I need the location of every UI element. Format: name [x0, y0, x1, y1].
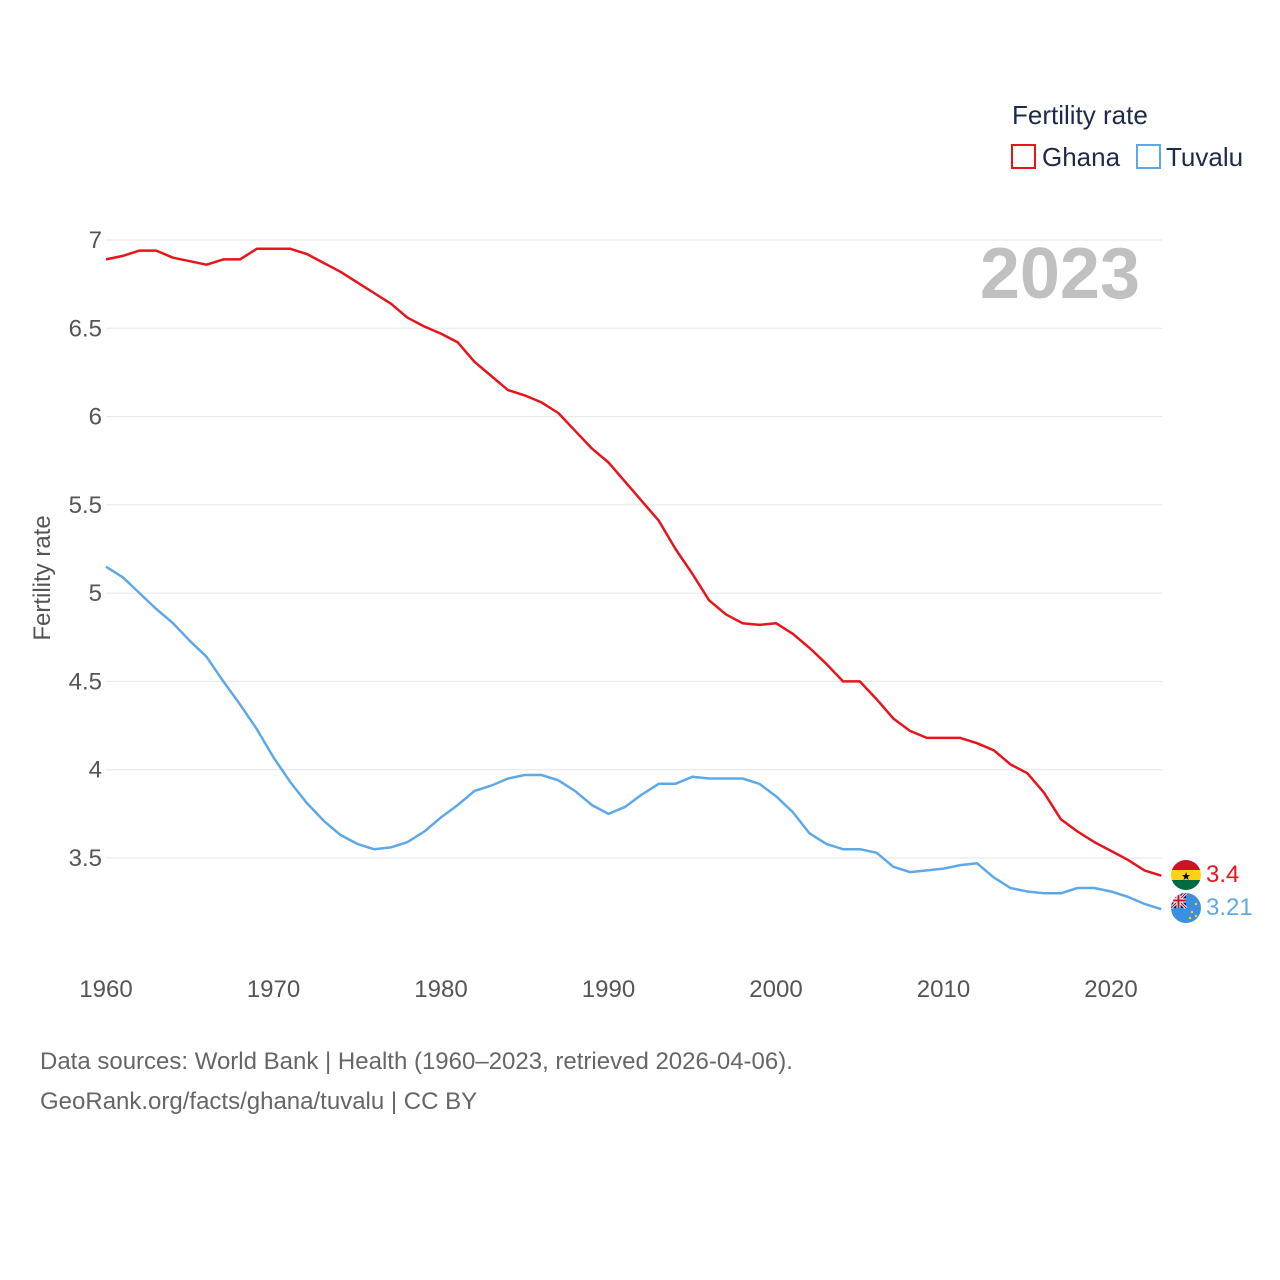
legend: Fertility rate Ghana Tuvalu	[1011, 100, 1243, 172]
ghana-flag-icon: ★	[1171, 860, 1201, 890]
legend-title: Fertility rate	[1012, 100, 1148, 130]
y-tick-label: 4	[89, 757, 102, 784]
x-tick-label: 2010	[917, 976, 970, 1003]
y-tick-label: 4.5	[69, 668, 102, 695]
series-lines	[105, 247, 1162, 911]
current-year-label: 2023	[980, 234, 1140, 314]
legend-label-ghana[interactable]: Ghana	[1042, 142, 1121, 172]
legend-swatch-tuvalu[interactable]	[1136, 144, 1161, 169]
grid-lines	[106, 239, 1162, 859]
legend-swatch-ghana[interactable]	[1011, 144, 1036, 169]
x-tick-label: 1960	[79, 976, 132, 1003]
tuvalu-flag-icon	[1171, 893, 1201, 923]
x-tick-label: 1980	[414, 976, 467, 1003]
series-line-tuvalu[interactable]	[105, 565, 1162, 911]
legend-label-tuvalu[interactable]: Tuvalu	[1166, 142, 1243, 172]
source-line: Data sources: World Bank | Health (1960–…	[40, 1048, 793, 1075]
y-tick-label: 7	[89, 227, 102, 254]
y-tick-label: 5.5	[69, 492, 102, 519]
y-tick-label: 6.5	[69, 315, 102, 342]
x-tick-label: 1970	[247, 976, 300, 1003]
svg-text:★: ★	[1181, 870, 1191, 883]
source-link[interactable]: GeoRank.org/facts/ghana/tuvalu | CC BY	[40, 1088, 478, 1115]
y-axis-ticks: 3.5 4 4.5 5 5.5 6 6.5 7	[69, 227, 102, 872]
x-tick-label: 2020	[1084, 976, 1137, 1003]
x-tick-label: 1990	[582, 976, 635, 1003]
y-tick-label: 6	[89, 404, 102, 431]
source-notes: Data sources: World Bank | Health (1960–…	[40, 1042, 793, 1122]
series-line-ghana[interactable]	[105, 247, 1162, 877]
y-tick-label: 5	[89, 580, 102, 607]
ghana-end-value-label: 3.4	[1206, 861, 1239, 888]
tuvalu-end-value-label: 3.21	[1206, 894, 1253, 921]
y-axis-title: Fertility rate	[29, 515, 56, 640]
y-tick-label: 3.5	[69, 845, 102, 872]
x-axis-ticks: 1960 1970 1980 1990 2000 2010 2020	[79, 976, 1137, 1003]
x-tick-label: 2000	[749, 976, 802, 1003]
